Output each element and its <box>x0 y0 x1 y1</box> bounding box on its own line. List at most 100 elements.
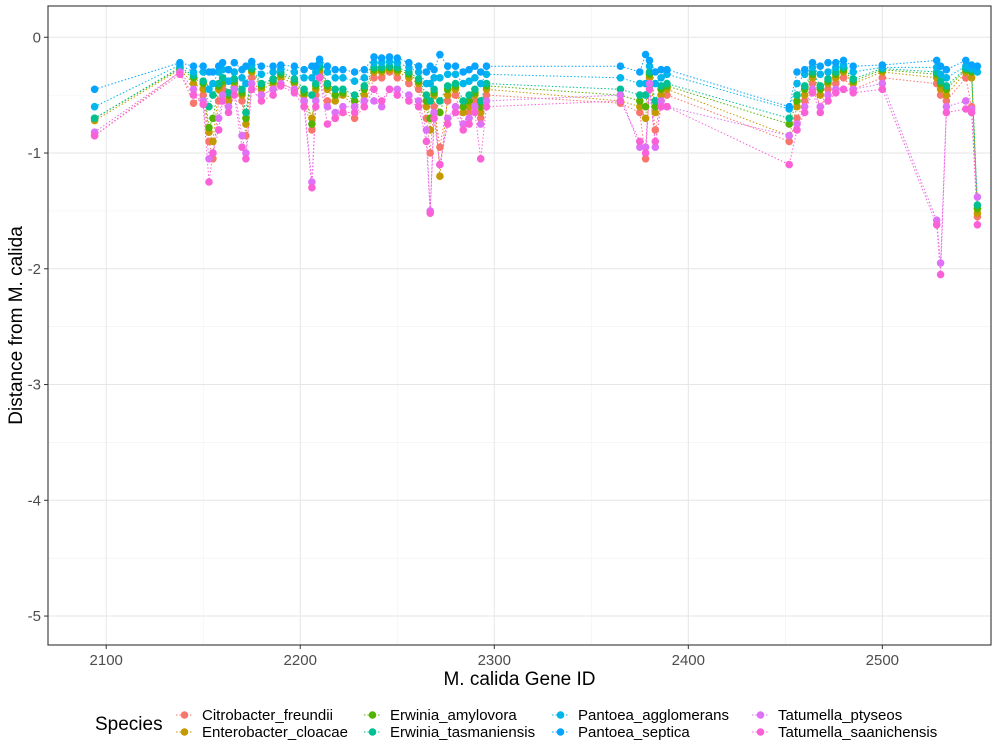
data-point-Erwinia_tasmaniensis <box>350 91 359 99</box>
data-point-Tatumella_saanichensis <box>936 270 945 279</box>
data-point-Citrobacter_freundii <box>793 114 801 123</box>
plot-border <box>47 5 992 646</box>
data-point-Tatumella_saanichensis <box>973 221 982 229</box>
data-point-Tatumella_ptyseos <box>242 149 250 157</box>
data-point-Erwinia_tasmaniensis <box>323 79 332 88</box>
data-point-Tatumella_saanichensis <box>360 102 369 111</box>
data-point-Pantoea_septica <box>230 58 239 67</box>
data-point-Tatumella_ptyseos <box>189 85 198 94</box>
data-point-Pantoea_agglomerans <box>962 62 970 70</box>
legend-item-Erwinia_amylovora: Erwinia_amylovora <box>364 707 517 724</box>
data-point-Enterobacter_cloacae <box>465 102 473 111</box>
data-point-Pantoea_septica <box>663 65 671 74</box>
data-point-Enterobacter_cloacae <box>936 85 945 94</box>
data-point-Tatumella_saanichensis <box>651 137 660 146</box>
data-point-Erwinia_tasmaniensis <box>422 91 431 99</box>
data-point-Tatumella_ptyseos <box>224 102 233 111</box>
data-point-Tatumella_ptyseos <box>962 97 970 105</box>
data-point-Pantoea_septica <box>323 62 332 70</box>
data-point-Citrobacter_freundii <box>436 143 444 151</box>
series-line-Citrobacter_freundii <box>94 71 978 217</box>
data-point-Citrobacter_freundii <box>476 114 485 123</box>
grid <box>48 6 991 645</box>
legend-label: Tatumella_ptyseos <box>778 707 902 724</box>
data-point-Citrobacter_freundii <box>377 74 386 82</box>
data-point-Tatumella_saanichensis <box>785 160 793 169</box>
data-point-Tatumella_saanichensis <box>422 137 431 146</box>
data-point-Citrobacter_freundii <box>651 126 660 134</box>
legend-item-Pantoea_septica: Pantoea_septica <box>552 724 690 741</box>
data-point-Tatumella_saanichensis <box>377 97 386 105</box>
data-point-Citrobacter_freundii <box>370 74 378 82</box>
data-point-Tatumella_ptyseos <box>405 91 413 99</box>
data-point-Pantoea_agglomerans <box>936 70 945 79</box>
data-point-Erwinia_tasmaniensis <box>849 75 857 83</box>
data-point-Pantoea_septica <box>300 65 308 74</box>
legend-item-Citrobacter_freundii: Citrobacter_freundii <box>176 707 333 724</box>
data-point-Erwinia_amylovora <box>636 97 644 105</box>
data-point-Citrobacter_freundii <box>808 79 817 88</box>
plot-background <box>48 6 991 645</box>
data-point-Erwinia_tasmaniensis <box>230 75 239 83</box>
data-point-Pantoea_agglomerans <box>414 68 423 76</box>
data-point-Erwinia_tasmaniensis <box>663 79 671 88</box>
data-point-Pantoea_agglomerans <box>224 77 233 85</box>
data-point-Tatumella_ptyseos <box>238 131 246 140</box>
data-point-Erwinia_amylovora <box>476 102 485 111</box>
data-point-Tatumella_saanichensis <box>832 89 840 97</box>
data-point-Erwinia_tasmaniensis <box>339 85 347 94</box>
legend-label: Erwinia_tasmaniensis <box>390 724 535 741</box>
data-point-Enterobacter_cloacae <box>641 114 650 123</box>
data-point-Erwinia_tasmaniensis <box>214 79 223 88</box>
data-point-Tatumella_saanichensis <box>90 131 99 140</box>
data-point-Pantoea_septica <box>422 68 431 76</box>
data-point-Citrobacter_freundii <box>247 74 256 82</box>
data-point-Tatumella_ptyseos <box>214 114 223 123</box>
data-point-Tatumella_saanichensis <box>465 120 473 128</box>
data-point-Tatumella_saanichensis <box>636 137 644 146</box>
data-point-Tatumella_saanichensis <box>967 108 976 117</box>
legend-label: Pantoea_agglomerans <box>578 707 729 724</box>
data-point-Pantoea_septica <box>636 68 644 76</box>
data-point-Tatumella_saanichensis <box>205 178 213 186</box>
data-point-Erwinia_tasmaniensis <box>290 75 299 83</box>
data-point-Enterobacter_cloacae <box>331 97 340 105</box>
data-point-Pantoea_agglomerans <box>465 77 473 85</box>
data-point-Pantoea_agglomerans <box>189 68 198 76</box>
legend-item-Tatumella_saanichensis: Tatumella_saanichensis <box>752 724 937 741</box>
data-point-Pantoea_agglomerans <box>308 74 316 82</box>
data-point-Enterobacter_cloacae <box>636 102 644 111</box>
data-point-Pantoea_septica <box>800 65 809 74</box>
data-point-Erwinia_tasmaniensis <box>436 97 444 105</box>
data-point-Tatumella_ptyseos <box>942 102 951 111</box>
data-point-Pantoea_septica <box>430 65 438 74</box>
data-point-Pantoea_septica <box>393 54 402 62</box>
data-point-Pantoea_agglomerans <box>657 74 665 82</box>
data-point-Pantoea_septica <box>350 68 359 76</box>
data-point-Tatumella_saanichensis <box>308 183 316 192</box>
data-point-Pantoea_septica <box>936 62 945 70</box>
data-point-Pantoea_septica <box>443 62 452 70</box>
data-point-Tatumella_ptyseos <box>308 178 316 186</box>
data-point-Tatumella_saanichensis <box>849 89 857 97</box>
data-point-Citrobacter_freundii <box>426 149 435 157</box>
data-point-Pantoea_septica <box>616 62 625 70</box>
data-point-Pantoea_agglomerans <box>443 70 452 79</box>
data-point-Erwinia_amylovora <box>465 97 473 105</box>
data-point-Pantoea_septica <box>641 50 650 59</box>
data-point-Tatumella_saanichensis <box>641 149 650 157</box>
data-point-Tatumella_saanichensis <box>471 108 479 117</box>
data-point-Tatumella_saanichensis <box>476 155 485 163</box>
data-point-Enterobacter_cloacae <box>224 97 233 105</box>
data-point-Erwinia_tasmaniensis <box>942 82 951 90</box>
data-point-Tatumella_ptyseos <box>230 85 239 94</box>
data-point-Erwinia_tasmaniensis <box>793 91 801 99</box>
data-point-Tatumella_ptyseos <box>269 85 277 94</box>
data-point-Pantoea_agglomerans <box>300 74 308 82</box>
data-point-Tatumella_saanichensis <box>800 108 809 117</box>
data-point-Pantoea_agglomerans <box>312 68 320 76</box>
data-point-Tatumella_saanichensis <box>199 100 207 109</box>
data-point-Tatumella_saanichensis <box>616 97 625 105</box>
data-point-Enterobacter_cloacae <box>800 91 809 99</box>
